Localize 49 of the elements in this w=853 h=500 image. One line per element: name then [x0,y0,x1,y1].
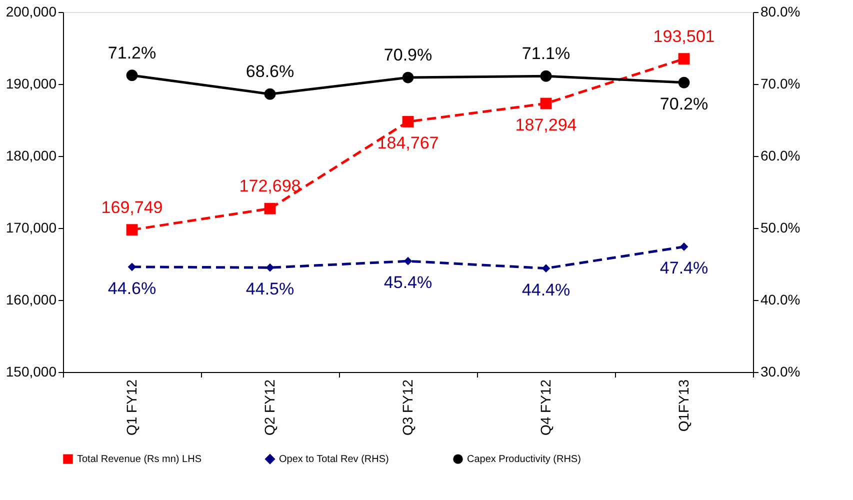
y2-tick-label: 80.0% [760,4,800,20]
point [678,76,690,88]
y2-tick-label: 30.0% [760,364,800,380]
point [540,70,552,82]
data-label: 193,501 [653,26,715,46]
y-tick-label: 200,000 [6,4,57,20]
x-tick-label: Q3 FY12 [400,379,416,436]
y2-tick-label: 60.0% [760,148,800,164]
y2-tick-label: 40.0% [760,292,800,308]
legend-label: Total Revenue (Rs mn) LHS [77,454,202,466]
point [542,264,550,273]
data-label: 44.4% [522,280,570,300]
point [266,263,274,272]
legend-label: Capex Productivity (RHS) [467,454,581,466]
y2-tick-label: 50.0% [760,220,800,236]
data-label: 45.4% [384,273,432,292]
legend-label: Opex to Total Rev (RHS) [279,454,389,466]
data-label: 44.5% [246,280,294,299]
x-tick-label: Q1 FY12 [124,379,140,436]
y-tick-label: 160,000 [6,292,57,308]
point [540,98,552,110]
data-label: 70.9% [384,46,432,65]
data-label: 70.2% [660,94,708,114]
y2-tick-label: 70.0% [760,76,800,92]
point [126,70,138,82]
point [264,88,276,100]
data-label: 172,698 [239,176,301,196]
point [126,224,138,236]
y-tick-label: 150,000 [6,364,57,380]
y-tick-label: 180,000 [6,148,57,164]
data-label: 169,749 [101,198,163,217]
point [402,72,414,84]
data-label: 71.2% [108,43,156,62]
point [264,202,276,214]
point [678,53,690,64]
point [680,242,688,251]
data-label: 44.6% [108,278,156,298]
point [128,262,136,272]
data-label: 47.4% [660,258,708,278]
x-tick-label: Q2 FY12 [262,379,278,436]
y-tick-label: 190,000 [6,76,57,92]
y-tick-label: 170,000 [6,220,57,236]
data-label: 68.6% [246,62,294,82]
data-label: 71.1% [522,44,570,64]
data-label: 184,767 [377,134,439,153]
data-label: 187,294 [515,115,577,134]
x-tick-label: Q1FY13 [676,379,692,432]
point [402,116,414,128]
x-tick-label: Q4 FY12 [538,379,554,436]
